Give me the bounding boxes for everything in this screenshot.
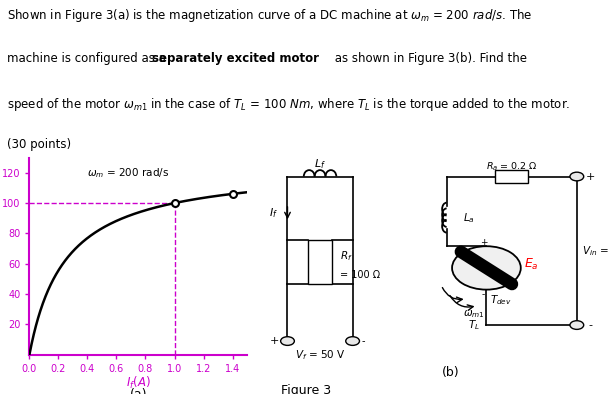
Text: machine is configured as a: machine is configured as a (7, 52, 170, 65)
Text: -: - (588, 320, 593, 330)
Circle shape (452, 246, 521, 290)
Text: separately excited motor: separately excited motor (152, 52, 319, 65)
Text: $T_{dev}$: $T_{dev}$ (490, 293, 512, 307)
Text: -: - (482, 290, 485, 299)
Text: +: + (586, 171, 595, 182)
Text: $V_{in}$ = 100 V: $V_{in}$ = 100 V (582, 244, 613, 258)
Bar (495, 170, 528, 183)
Text: $\omega_m$ = 200 rad/s: $\omega_m$ = 200 rad/s (88, 166, 170, 180)
Text: = 100 Ω: = 100 Ω (340, 270, 380, 280)
Text: Figure 3: Figure 3 (281, 384, 332, 394)
Text: $V_f$ = 50 V: $V_f$ = 50 V (295, 348, 346, 362)
Text: $L_a$: $L_a$ (463, 211, 474, 225)
Circle shape (570, 321, 584, 329)
Text: +: + (480, 238, 487, 247)
Circle shape (281, 337, 294, 346)
Text: $E_a$: $E_a$ (524, 257, 539, 272)
Text: $\omega_{m1}$: $\omega_{m1}$ (463, 308, 485, 320)
Circle shape (570, 172, 584, 181)
Text: $T_L$: $T_L$ (468, 318, 480, 332)
Text: (30 points): (30 points) (7, 138, 72, 151)
Text: $L_f$: $L_f$ (314, 157, 326, 171)
Text: (b): (b) (441, 366, 459, 379)
Circle shape (346, 337, 359, 346)
Text: $R_a$ = 0.2 Ω: $R_a$ = 0.2 Ω (486, 161, 538, 173)
Text: Shown in Figure 3(a) is the magnetization curve of a DC machine at $\omega_m$ = : Shown in Figure 3(a) is the magnetizatio… (7, 7, 533, 24)
X-axis label: $I_f(A)$: $I_f(A)$ (126, 375, 151, 391)
Text: -: - (362, 336, 365, 346)
Text: as shown in Figure 3(b). Find the: as shown in Figure 3(b). Find the (331, 52, 527, 65)
Text: (a): (a) (129, 388, 147, 394)
Text: $I_f$: $I_f$ (269, 206, 278, 220)
Text: speed of the motor $\omega_{m1}$ in the case of $T_L$ = 100 $Nm$, where $T_L$ is: speed of the motor $\omega_{m1}$ in the … (7, 96, 571, 113)
Bar (308, 240, 332, 284)
Text: +: + (270, 336, 280, 346)
Text: $R_f$: $R_f$ (340, 249, 352, 262)
